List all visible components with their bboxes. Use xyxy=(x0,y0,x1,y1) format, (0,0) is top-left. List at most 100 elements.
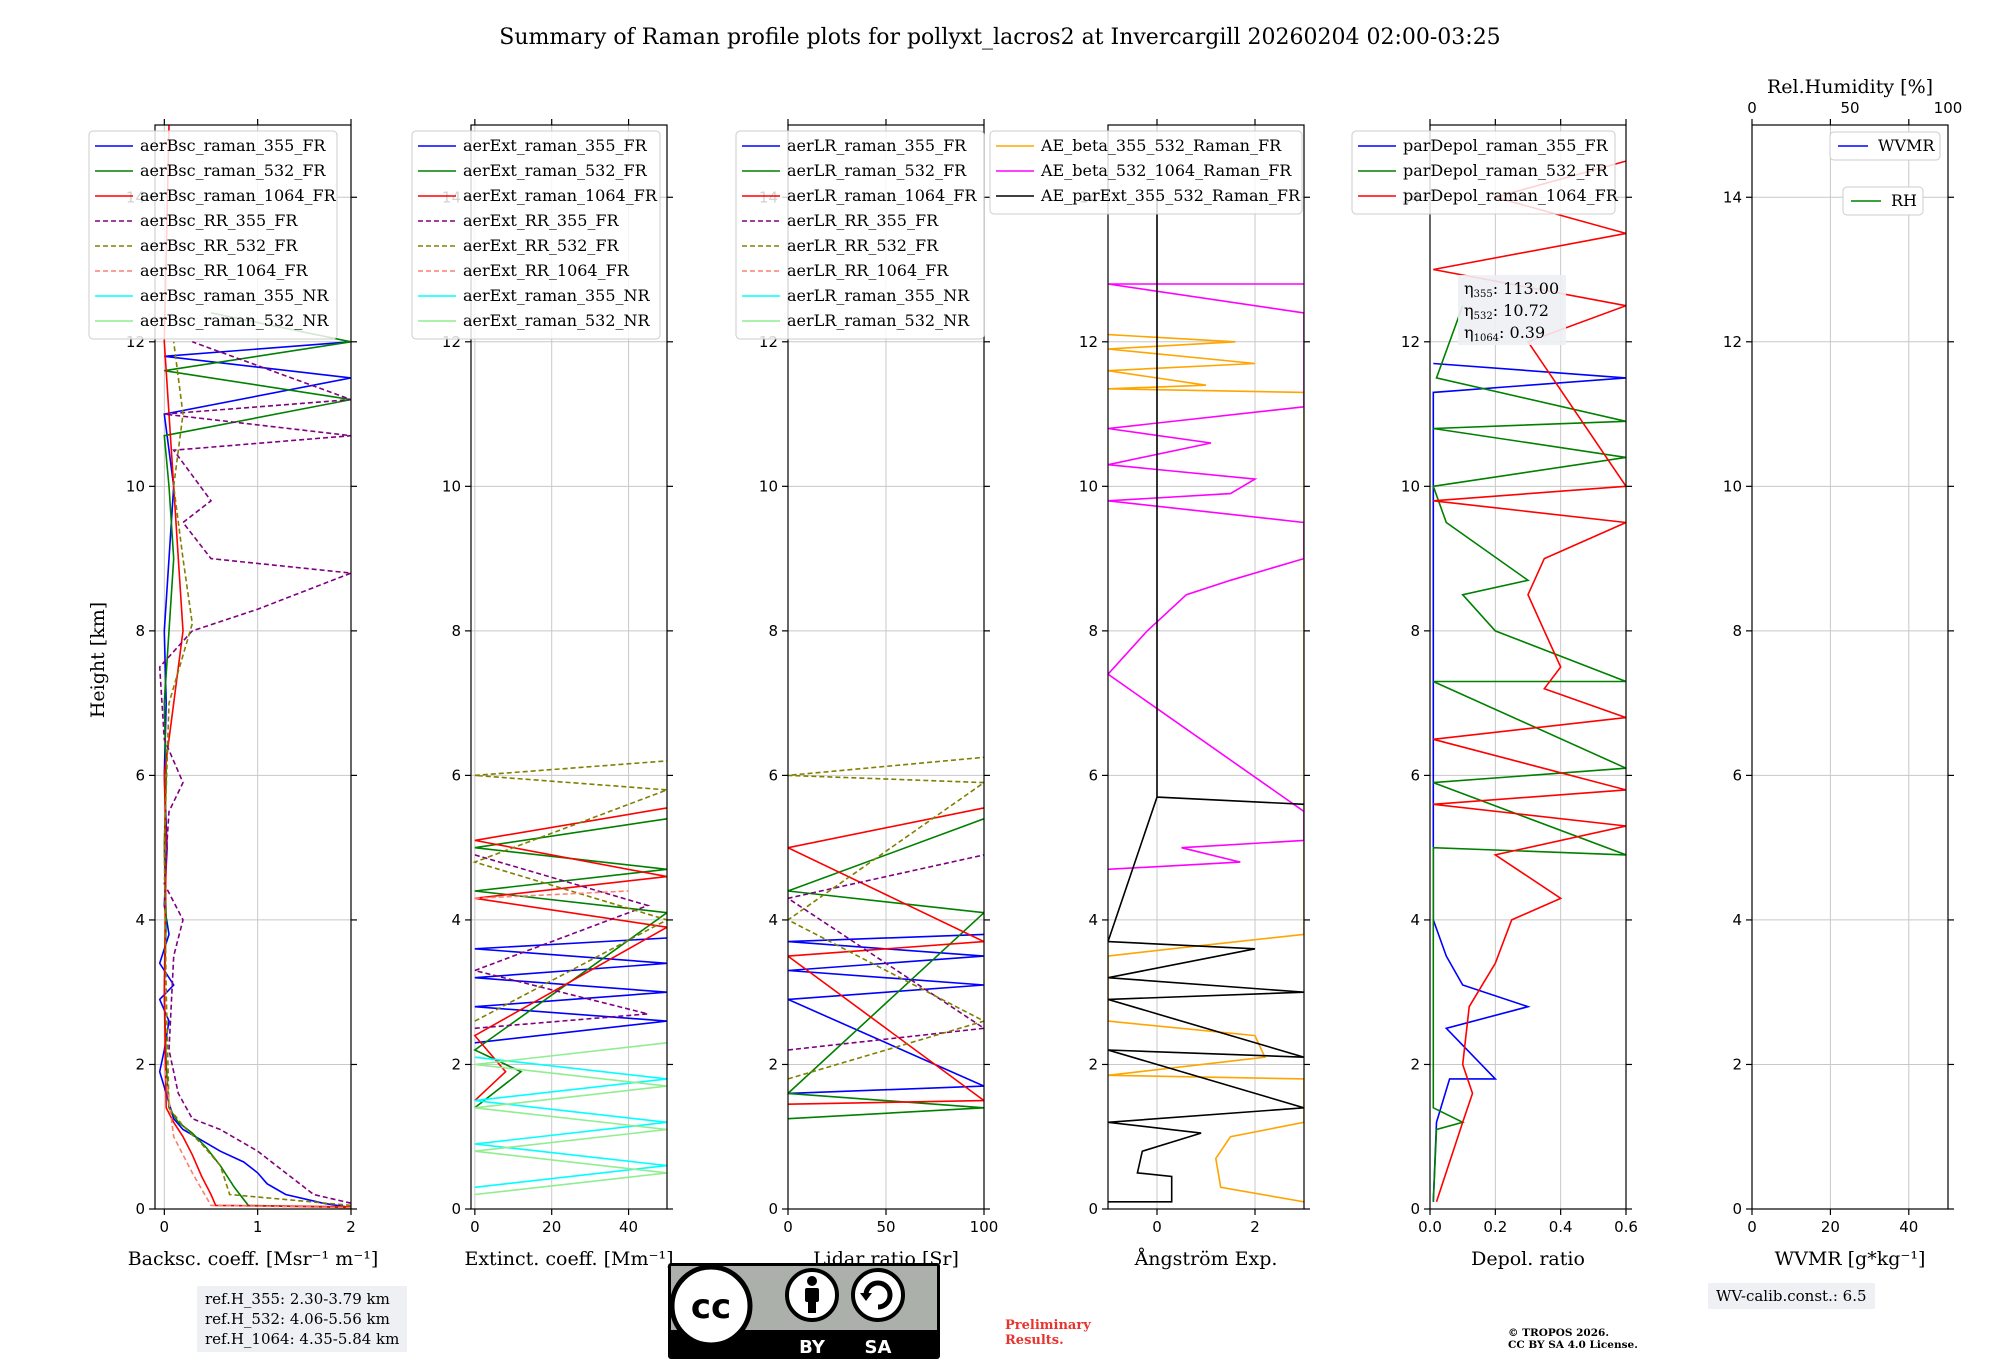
legend: aerBsc_raman_355_FR aerBsc_raman_532_FRae… xyxy=(88,130,338,340)
y-tick-label: 0 xyxy=(1732,1200,1742,1218)
sa-icon xyxy=(851,1268,905,1322)
legend-entry: aerExt_RR_355_FR xyxy=(463,211,620,230)
legend-entry: aerBsc_raman_532_FR xyxy=(140,161,326,180)
legend-entry: aerExt_raman_355_NR xyxy=(463,286,651,305)
y-tick-label: 2 xyxy=(1732,1055,1742,1073)
x-tick-label: 50 xyxy=(876,1218,895,1236)
y-tick-label: 2 xyxy=(1088,1055,1098,1073)
panel-angstrom: 0246810121402Ångström Exp.AE_beta_355_53… xyxy=(989,119,1310,1270)
y-tick-label: 6 xyxy=(135,766,145,784)
x-tick-label: 0 xyxy=(160,1218,170,1236)
y-tick-label: 4 xyxy=(1088,911,1098,929)
series-aerBsc_RR_532_FR xyxy=(163,341,351,1207)
axes-frame xyxy=(1107,124,1305,1210)
eta-532: η532: 10.72 xyxy=(1464,301,1549,322)
series-parDepol_raman_355_FR xyxy=(1432,362,1626,1202)
legend: aerExt_raman_355_FR aerExt_raman_532_FRae… xyxy=(411,130,661,340)
y-tick-label: 0 xyxy=(451,1200,461,1218)
y-tick-label: 8 xyxy=(135,622,145,640)
y-tick-label: 12 xyxy=(1723,333,1742,351)
y-tick-label: 12 xyxy=(1401,333,1420,351)
panel-lidar_ratio: 02468101214050100Lidar ratio [Sr]aerLR_r… xyxy=(735,119,998,1270)
y-tick-label: 2 xyxy=(768,1055,778,1073)
ref-height-1064: ref.H_1064: 4.35-5.84 km xyxy=(205,1330,400,1348)
x-tick-label: 0 xyxy=(1152,1218,1162,1236)
x-tick-label: 40 xyxy=(619,1218,638,1236)
y-tick-label: 8 xyxy=(1410,622,1420,640)
x-axis-label: Extinct. coeff. [Mm⁻¹] xyxy=(464,1248,673,1270)
y-tick-label: 8 xyxy=(1732,622,1742,640)
legend-entry: aerLR_raman_532_NR xyxy=(787,311,970,330)
x-tick-label: 0.0 xyxy=(1418,1218,1442,1236)
panel-wvmr: 0 2 4 6 8 10 12 14 0 20 40 WVMR [g*kg⁻¹] 0 50 100Rel.H… xyxy=(1723,76,1962,1270)
series-parDepol_raman_532_FR xyxy=(1432,305,1626,1202)
x-tick-label: 0.4 xyxy=(1549,1218,1573,1236)
y-tick-label: 10 xyxy=(1401,477,1420,495)
series-aerExt_raman_355_FR xyxy=(474,937,667,1044)
y-tick-label: 4 xyxy=(768,911,778,929)
y-tick-label: 2 xyxy=(451,1055,461,1073)
x-tick-label: 0.2 xyxy=(1483,1218,1507,1236)
ref-heights-box: ref.H_355: 2.30-3.79 km ref.H_532: 4.06-… xyxy=(197,1286,408,1352)
legend: WVMR RH xyxy=(1829,131,1941,216)
panels: 0 2 4 6 8 10 12 14 0 12 Backsc. coeff. [Msr⁻¹ m⁻¹]… xyxy=(88,76,1962,1270)
y-tick-label: 0 xyxy=(1410,1200,1420,1218)
top-axis-label: Rel.Humidity [%] xyxy=(1767,76,1933,98)
y-tick-label: 4 xyxy=(1732,911,1742,929)
figure-title: Summary of Raman profile plots for polly… xyxy=(499,25,1500,50)
axes-frame xyxy=(1429,124,1627,1210)
series-group xyxy=(1108,197,1304,1203)
series-AE_beta_355_532_Raman_FR xyxy=(1108,333,1304,1203)
y-tick-label: 6 xyxy=(451,766,461,784)
y-tick-label: 10 xyxy=(1723,477,1742,495)
series-aerLR_raman_532_FR xyxy=(788,818,984,1120)
x-tick-label: 20 xyxy=(542,1218,561,1236)
series-parDepol_raman_1064_FR xyxy=(1433,160,1626,1203)
legend-entry: aerBsc_raman_355_FR xyxy=(140,136,326,155)
legend-frame xyxy=(989,130,1303,215)
series-aerLR_RR_532_FR xyxy=(788,756,984,1080)
y-tick-label: 2 xyxy=(1410,1055,1420,1073)
y-tick-label: 4 xyxy=(1410,911,1420,929)
axes-frame xyxy=(1751,124,1949,1210)
legend-frame xyxy=(1842,186,1924,216)
eta-355: η355: 113.00 xyxy=(1464,279,1559,300)
legend-entry: AE_parExt_355_532_Raman_FR xyxy=(1040,186,1301,205)
series-group xyxy=(1432,160,1626,1203)
legend-entry: aerExt_raman_532_FR xyxy=(463,161,648,180)
series-aerBsc_RR_355_FR xyxy=(158,341,351,1204)
top-tick-label: 50 xyxy=(1840,99,1859,117)
preliminary-note: Preliminary Results. xyxy=(1005,1318,1091,1348)
legend-entry: AE_beta_532_1064_Raman_FR xyxy=(1040,161,1292,180)
y-tick-label: 2 xyxy=(135,1055,145,1073)
copyright-note: © TROPOS 2026. CC BY SA 4.0 License. xyxy=(1508,1327,1638,1351)
series-aerLR_raman_355_FR xyxy=(788,933,984,1095)
y-tick-label: 14 xyxy=(1723,188,1742,206)
legend-entry: aerLR_raman_532_FR xyxy=(787,161,967,180)
x-axis-label: Backsc. coeff. [Msr⁻¹ m⁻¹] xyxy=(128,1248,379,1270)
eta-box: η355: 113.00 η532: 10.72 η1064: 0.39 xyxy=(1458,275,1566,345)
series-aerExt_raman_355_NR xyxy=(474,1056,667,1189)
x-tick-label: 0 xyxy=(1747,1218,1757,1236)
axes-frame xyxy=(154,124,352,1210)
series-group xyxy=(158,125,351,1209)
y-tick-label: 8 xyxy=(451,622,461,640)
series-aerExt_RR_1064_FR xyxy=(474,890,629,900)
legend-frame xyxy=(1351,130,1616,215)
legend-frame xyxy=(411,130,661,340)
x-axis-label: WVMR [g*kg⁻¹] xyxy=(1775,1248,1926,1270)
y-tick-label: 8 xyxy=(768,622,778,640)
series-group xyxy=(788,756,984,1120)
series-aerLR_raman_1064_FR xyxy=(788,807,984,1105)
series-aerBsc_RR_1064_FR xyxy=(163,1064,351,1209)
x-axis-label: Depol. ratio xyxy=(1471,1248,1585,1270)
ref-height-532: ref.H_532: 4.06-5.56 km xyxy=(205,1310,390,1328)
legend: aerLR_raman_355_FR aerLR_raman_532_FR aerL… xyxy=(735,130,985,340)
x-tick-label: 40 xyxy=(1899,1218,1918,1236)
x-tick-label: 0.6 xyxy=(1614,1218,1638,1236)
legend-entry: aerExt_RR_1064_FR xyxy=(463,261,630,280)
cc-icon xyxy=(669,1264,753,1348)
y-tick-label: 10 xyxy=(1079,477,1098,495)
legend-entry: aerExt_RR_532_FR xyxy=(463,236,620,255)
wv-calib-box: WV-calib.const.: 6.5 xyxy=(1708,1283,1875,1309)
